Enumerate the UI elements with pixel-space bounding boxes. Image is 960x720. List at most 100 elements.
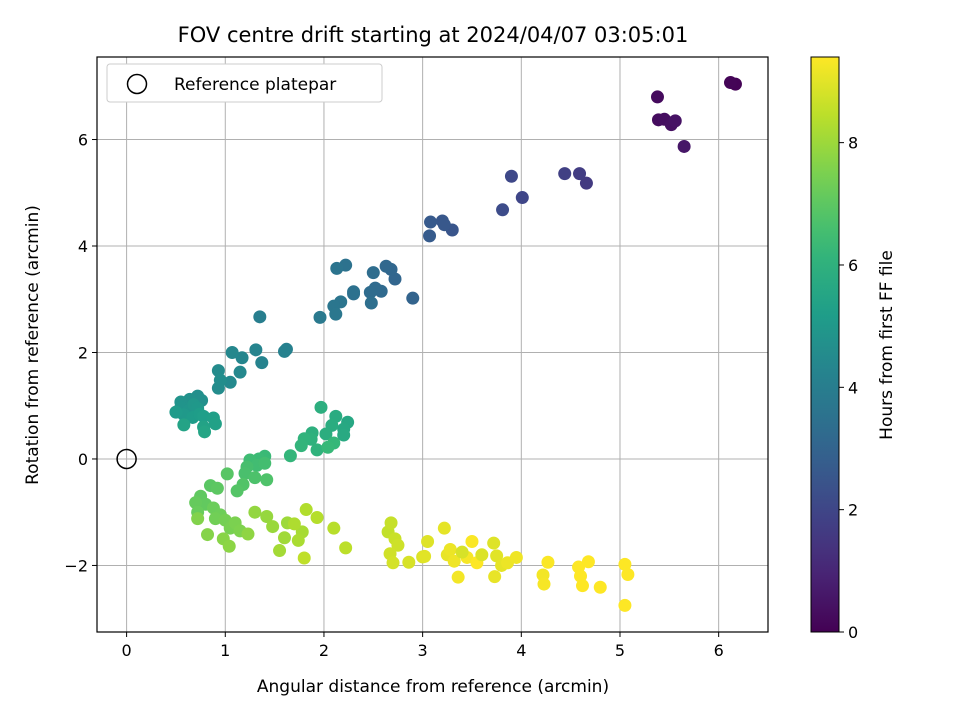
data-point (475, 548, 489, 562)
data-point (329, 307, 343, 321)
data-point (386, 556, 400, 570)
data-point (593, 580, 607, 594)
x-tick-label: 1 (220, 641, 230, 660)
data-point (283, 449, 297, 463)
data-point (488, 570, 502, 584)
data-point (537, 577, 551, 591)
data-point (299, 503, 313, 517)
data-point (515, 191, 529, 205)
data-point (455, 545, 469, 559)
data-point (496, 203, 510, 217)
data-point (253, 310, 267, 324)
data-point (213, 373, 227, 387)
colorbar (810, 56, 840, 633)
data-point (379, 259, 393, 273)
y-axis-label: Rotation from reference (arcmin) (23, 205, 43, 485)
data-point (310, 443, 324, 457)
data-point (418, 549, 432, 563)
data-point (230, 484, 244, 498)
x-axis-label: Angular distance from reference (arcmin) (257, 677, 609, 697)
data-point (437, 218, 451, 232)
y-tick-label: 0 (78, 450, 88, 469)
data-point (249, 343, 263, 357)
y-tick-label: 4 (78, 237, 88, 256)
data-point (337, 428, 351, 442)
x-tick-label: 0 (122, 641, 132, 660)
data-point (573, 167, 587, 181)
data-point (451, 570, 465, 584)
data-point (208, 417, 222, 431)
data-point (313, 310, 327, 324)
colorbar-tick-label: 0 (848, 623, 858, 642)
data-point (238, 466, 252, 480)
data-point (220, 467, 234, 481)
data-point (618, 598, 632, 612)
data-point (504, 169, 518, 183)
data-point (321, 440, 335, 454)
data-point (241, 527, 255, 541)
legend-marker-reference (126, 73, 148, 95)
x-tick-label: 2 (319, 641, 329, 660)
y-tick-label: 2 (78, 343, 88, 362)
data-point (258, 456, 272, 470)
y-tick-label: 6 (78, 131, 88, 150)
data-point (443, 542, 457, 556)
data-point (339, 541, 353, 555)
colorbar-tick-label: 8 (848, 134, 858, 153)
data-point (223, 375, 237, 389)
data-point (260, 509, 274, 523)
data-point (579, 176, 593, 190)
legend-entry-reference: Reference platepar (174, 75, 336, 95)
data-point (424, 215, 438, 229)
data-point (169, 405, 183, 419)
data-point (621, 568, 635, 581)
x-tick-label: 4 (516, 641, 526, 660)
data-point (487, 536, 501, 550)
data-point (575, 579, 589, 593)
x-tick-label: 5 (615, 641, 625, 660)
data-point (465, 534, 479, 548)
data-point (294, 439, 308, 453)
data-point (366, 266, 380, 280)
data-point (327, 521, 341, 535)
data-point (330, 261, 344, 275)
colorbar-label: Hours from first FF file (877, 250, 897, 440)
data-point (210, 481, 224, 495)
data-point (437, 521, 451, 535)
data-point (314, 400, 328, 414)
data-point (406, 291, 420, 305)
data-point (447, 554, 461, 568)
x-tick-label: 6 (714, 641, 724, 660)
data-point (509, 550, 523, 564)
data-point (255, 356, 269, 370)
data-point (291, 533, 305, 547)
legend-box (106, 63, 383, 103)
colorbar-tick-label: 4 (848, 378, 858, 397)
chart-title: FOV centre drift starting at 2024/04/07 … (178, 23, 689, 47)
data-point (421, 534, 435, 548)
data-point (191, 512, 205, 526)
data-point (277, 531, 291, 545)
data-point (248, 471, 262, 485)
data-point (233, 365, 247, 379)
legend: Reference platepar (106, 63, 383, 103)
colorbar-tick-label: 6 (848, 256, 858, 275)
data-point (363, 285, 377, 299)
data-point (724, 76, 738, 90)
data-point (384, 516, 398, 530)
reference-marker (116, 448, 137, 470)
data-point (260, 473, 274, 487)
data-point (541, 555, 555, 569)
data-point (235, 351, 249, 365)
data-point (490, 549, 504, 563)
data-point (201, 528, 215, 542)
data-point (222, 539, 236, 553)
data-point (319, 427, 333, 441)
data-point (347, 285, 361, 299)
data-point (581, 555, 595, 569)
data-point (287, 517, 301, 531)
data-point (277, 344, 291, 358)
data-point (364, 296, 378, 310)
data-point (266, 520, 280, 534)
